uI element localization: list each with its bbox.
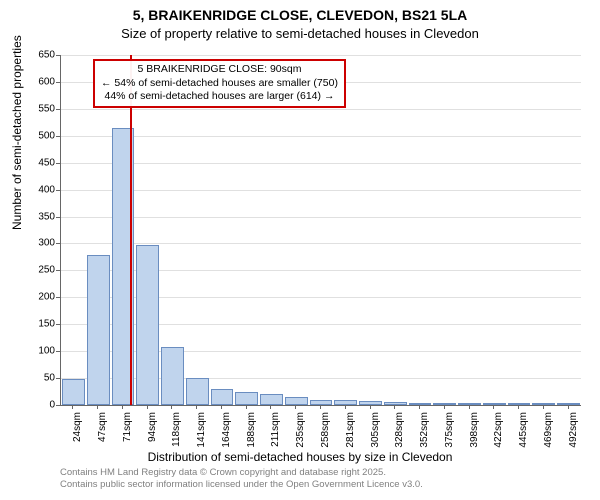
footer-line-2: Contains public sector information licen… <box>60 479 423 491</box>
x-tick-label: 375sqm <box>444 412 455 452</box>
x-tick-label: 445sqm <box>518 412 529 452</box>
y-tick <box>56 136 60 137</box>
bar <box>235 392 258 405</box>
y-tick <box>56 324 60 325</box>
x-tick <box>568 405 569 409</box>
y-tick-label: 400 <box>15 184 55 195</box>
gridline <box>61 55 581 56</box>
x-tick-label: 422sqm <box>493 412 504 452</box>
y-tick <box>56 163 60 164</box>
y-tick-label: 500 <box>15 130 55 141</box>
x-tick-label: 469sqm <box>543 412 554 452</box>
x-tick <box>97 405 98 409</box>
bar <box>161 347 184 405</box>
y-tick-label: 300 <box>15 238 55 249</box>
x-tick-label: 24sqm <box>72 412 83 452</box>
x-tick <box>370 405 371 409</box>
x-tick <box>147 405 148 409</box>
gridline <box>61 109 581 110</box>
annotation-box: 5 BRAIKENRIDGE CLOSE: 90sqm← 54% of semi… <box>93 59 346 108</box>
gridline <box>61 217 581 218</box>
x-tick-label: 235sqm <box>295 412 306 452</box>
footer: Contains HM Land Registry data © Crown c… <box>60 467 423 492</box>
footer-line-1: Contains HM Land Registry data © Crown c… <box>60 467 423 479</box>
y-tick-label: 350 <box>15 211 55 222</box>
bar <box>260 394 283 405</box>
y-tick-label: 250 <box>15 265 55 276</box>
x-tick <box>444 405 445 409</box>
x-tick-label: 188sqm <box>246 412 257 452</box>
bar <box>211 389 234 405</box>
gridline <box>61 136 581 137</box>
bar <box>62 379 85 405</box>
x-tick-label: 141sqm <box>196 412 207 452</box>
x-tick-label: 305sqm <box>370 412 381 452</box>
annotation-line-3: 44% of semi-detached houses are larger (… <box>101 90 338 104</box>
x-tick-label: 164sqm <box>221 412 232 452</box>
y-tick <box>56 351 60 352</box>
x-tick <box>320 405 321 409</box>
x-tick-label: 94sqm <box>147 412 158 452</box>
y-tick-label: 550 <box>15 103 55 114</box>
x-tick-label: 328sqm <box>394 412 405 452</box>
y-tick-label: 650 <box>15 50 55 61</box>
x-tick <box>518 405 519 409</box>
chart-container: 5, BRAIKENRIDGE CLOSE, CLEVEDON, BS21 5L… <box>0 0 600 500</box>
y-tick <box>56 190 60 191</box>
y-tick <box>56 297 60 298</box>
y-tick <box>56 270 60 271</box>
x-tick-label: 71sqm <box>122 412 133 452</box>
chart-title: 5, BRAIKENRIDGE CLOSE, CLEVEDON, BS21 5L… <box>0 0 600 24</box>
x-tick-label: 258sqm <box>320 412 331 452</box>
y-tick <box>56 378 60 379</box>
x-tick <box>345 405 346 409</box>
x-tick <box>171 405 172 409</box>
annotation-line-2: ← 54% of semi-detached houses are smalle… <box>101 77 338 91</box>
y-tick-label: 150 <box>15 319 55 330</box>
x-tick <box>543 405 544 409</box>
y-tick <box>56 109 60 110</box>
x-tick <box>246 405 247 409</box>
x-tick-label: 398sqm <box>469 412 480 452</box>
x-tick-label: 118sqm <box>171 412 182 452</box>
bar <box>285 397 308 405</box>
x-tick <box>295 405 296 409</box>
x-tick <box>221 405 222 409</box>
plot-area: 5 BRAIKENRIDGE CLOSE: 90sqm← 54% of semi… <box>60 55 581 406</box>
x-tick-label: 492sqm <box>568 412 579 452</box>
gridline <box>61 190 581 191</box>
x-tick-label: 281sqm <box>345 412 356 452</box>
x-tick <box>122 405 123 409</box>
y-tick-label: 0 <box>15 400 55 411</box>
x-tick <box>270 405 271 409</box>
x-tick-label: 211sqm <box>270 412 281 452</box>
x-tick <box>493 405 494 409</box>
bar <box>136 245 159 405</box>
bar <box>186 378 209 405</box>
y-tick <box>56 82 60 83</box>
x-tick <box>196 405 197 409</box>
x-tick <box>469 405 470 409</box>
x-tick-label: 47sqm <box>97 412 108 452</box>
x-tick <box>394 405 395 409</box>
bar <box>87 255 110 405</box>
y-tick <box>56 243 60 244</box>
x-axis-label: Distribution of semi-detached houses by … <box>0 450 600 464</box>
annotation-line-1: 5 BRAIKENRIDGE CLOSE: 90sqm <box>101 63 338 77</box>
y-tick <box>56 405 60 406</box>
gridline <box>61 163 581 164</box>
x-tick <box>419 405 420 409</box>
y-tick-label: 100 <box>15 346 55 357</box>
y-tick-label: 450 <box>15 157 55 168</box>
y-tick-label: 600 <box>15 76 55 87</box>
y-tick-label: 50 <box>15 373 55 384</box>
x-tick-label: 352sqm <box>419 412 430 452</box>
y-tick <box>56 55 60 56</box>
x-tick <box>72 405 73 409</box>
chart-subtitle: Size of property relative to semi-detach… <box>0 26 600 41</box>
y-tick <box>56 217 60 218</box>
y-tick-label: 200 <box>15 292 55 303</box>
